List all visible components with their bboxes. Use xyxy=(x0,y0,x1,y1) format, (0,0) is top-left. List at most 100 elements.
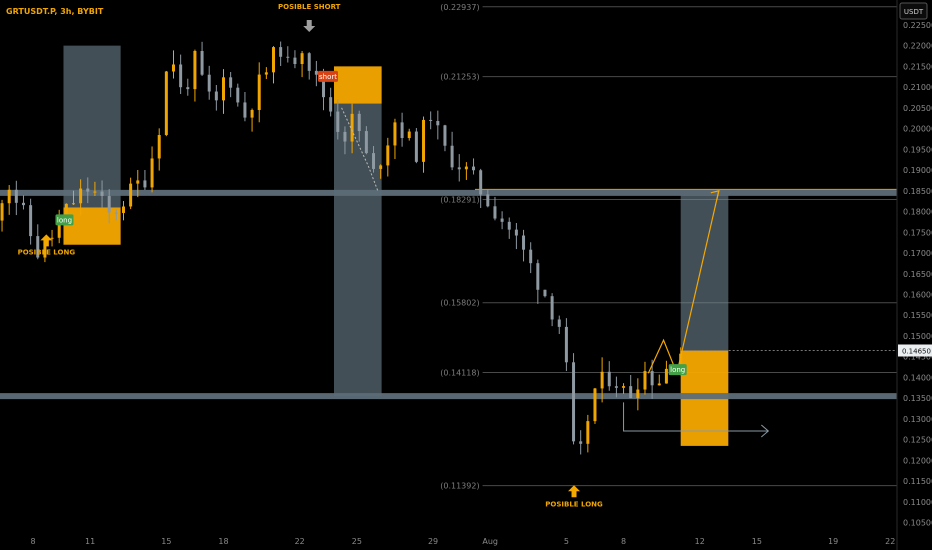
drawings xyxy=(341,107,897,438)
support-resistance-level xyxy=(0,393,897,400)
trade-target-zone xyxy=(333,103,382,397)
candle-body xyxy=(600,371,604,389)
currency-button[interactable]: USDT xyxy=(899,2,928,20)
candle-body xyxy=(322,74,326,98)
long-tag-2: long xyxy=(670,366,685,374)
time-tick-label: 8 xyxy=(621,537,626,546)
candle-body xyxy=(543,289,547,297)
last-price-tag xyxy=(898,344,932,357)
time-tick-label: 8 xyxy=(30,537,35,546)
fib-level-label: (0.15802) xyxy=(440,299,479,308)
candle-body xyxy=(229,77,233,88)
time-tick-label: 15 xyxy=(752,537,762,546)
currency-button-frame[interactable] xyxy=(899,2,928,20)
time-tick-label: 15 xyxy=(161,537,171,546)
candle-body xyxy=(357,113,361,132)
candle-body xyxy=(71,203,75,205)
candle-body xyxy=(414,131,418,162)
candle-body xyxy=(386,145,390,166)
candle-body xyxy=(64,203,68,221)
time-tick-label: 11 xyxy=(85,537,95,546)
candle-body xyxy=(422,119,426,162)
support-resistance-level xyxy=(0,189,897,196)
time-tick-label: 25 xyxy=(352,537,362,546)
candle-body xyxy=(536,263,540,290)
time-tick-label: 22 xyxy=(885,537,895,546)
candle-body xyxy=(93,191,97,193)
candle-body xyxy=(679,353,683,370)
last-price-label: 0.14650 xyxy=(902,347,931,355)
candle-body xyxy=(436,120,440,126)
candle-body xyxy=(557,319,561,327)
candle-body xyxy=(407,131,411,139)
candle-body xyxy=(622,386,626,388)
candle-body xyxy=(107,195,111,213)
short-tag: short xyxy=(319,73,337,81)
candle-body xyxy=(100,191,104,196)
candle-body xyxy=(243,102,247,118)
time-tick-label: 22 xyxy=(295,537,305,546)
fib-level-label: (0.14118) xyxy=(440,369,479,378)
candles xyxy=(0,41,683,455)
possible-long-left-arrow xyxy=(40,234,53,247)
gray-projection-path xyxy=(623,402,769,432)
candle-body xyxy=(343,131,347,142)
candle-body xyxy=(657,383,661,386)
candle-body xyxy=(236,87,240,103)
long-tag-1: long xyxy=(57,216,72,224)
candle-body xyxy=(186,87,190,90)
gray-projection-arrowhead xyxy=(761,424,770,438)
candle-body xyxy=(171,64,175,72)
candle-body xyxy=(57,220,61,238)
candle-body xyxy=(336,111,340,132)
candle-body xyxy=(636,389,640,399)
candle-body xyxy=(29,205,33,237)
candle-body xyxy=(529,249,533,264)
long-projection-arrowhead xyxy=(710,189,720,200)
candle-body xyxy=(607,371,611,387)
candle-body xyxy=(464,166,468,170)
trade-target-zone xyxy=(63,45,121,208)
candle-body xyxy=(150,158,154,188)
long-tag-1-box xyxy=(55,214,74,226)
possible-long-bottom-label: POSIBLE LONG xyxy=(545,500,603,508)
time-tick-label: 18 xyxy=(218,537,228,546)
candle-body xyxy=(350,113,354,142)
candle-body xyxy=(329,97,333,112)
candle-body xyxy=(43,237,47,258)
time-axis: 8111518222529Aug58121519222 xyxy=(30,537,895,546)
candle-body xyxy=(493,206,497,219)
possible-short-arrow xyxy=(303,20,316,33)
candle-body xyxy=(372,153,376,169)
candle-body xyxy=(164,71,168,136)
currency-button-label[interactable]: USDT xyxy=(904,8,924,16)
candle-body xyxy=(479,170,483,195)
possible-long-bottom-arrow xyxy=(568,485,581,498)
horizontal-levels xyxy=(0,188,897,400)
candle-body xyxy=(379,165,383,169)
annotations: POSIBLE LONG POSIBLE SHORT POSIBLE LONG lon… xyxy=(18,3,687,508)
candle-body xyxy=(300,53,304,65)
candle-body xyxy=(664,368,668,384)
candle-body xyxy=(572,362,576,442)
candle-body xyxy=(586,421,590,444)
short-tag-box xyxy=(317,70,338,82)
candle-body xyxy=(21,202,25,206)
candle-body xyxy=(486,194,490,207)
candle-body xyxy=(429,119,433,121)
candle-body xyxy=(250,109,254,118)
